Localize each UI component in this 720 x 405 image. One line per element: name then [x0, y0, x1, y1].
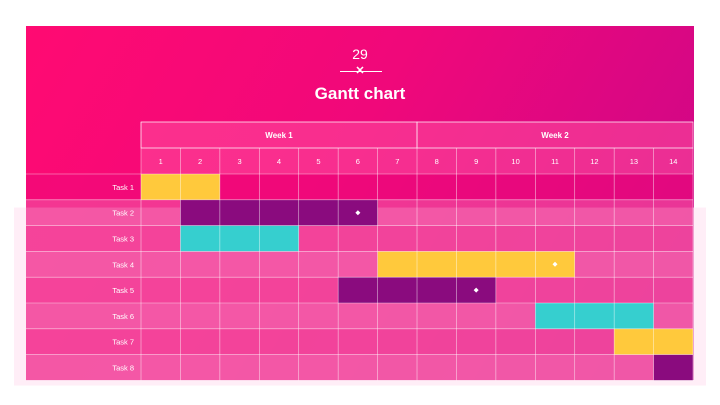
- day-label: 7: [395, 157, 399, 166]
- day-label: 4: [277, 157, 281, 166]
- milestone-marker: [355, 210, 361, 216]
- day-label: 1: [159, 157, 163, 166]
- day-label: 6: [356, 157, 360, 166]
- day-label: 14: [669, 157, 677, 166]
- day-label: 2: [198, 157, 202, 166]
- day-label: 5: [316, 157, 320, 166]
- task-label: Task 5: [112, 286, 134, 295]
- milestone-marker: [473, 287, 479, 293]
- week-label: Week 2: [541, 131, 569, 140]
- task-row: [26, 328, 694, 355]
- day-label: 11: [551, 157, 559, 166]
- task-label: Task 6: [112, 312, 134, 321]
- task-label: Task 1: [112, 183, 134, 192]
- week-label: Week 1: [265, 131, 293, 140]
- task-row: [26, 225, 694, 252]
- task-bar: [180, 199, 378, 226]
- task-bar: [180, 225, 299, 252]
- day-label: 13: [630, 157, 638, 166]
- day-label: 3: [237, 157, 241, 166]
- task-label: Task 7: [112, 338, 134, 347]
- slide-number: 29: [352, 46, 368, 62]
- task-bar: [377, 251, 575, 278]
- day-label: 10: [511, 157, 519, 166]
- day-label: 9: [474, 157, 478, 166]
- task-label: Task 8: [112, 363, 134, 372]
- chart-title: Gantt chart: [314, 84, 406, 103]
- task-label: Task 2: [112, 209, 134, 218]
- title-divider: [340, 71, 382, 72]
- task-bar: [653, 354, 694, 381]
- day-label: 12: [590, 157, 598, 166]
- milestone-marker: [552, 261, 558, 267]
- task-row: [26, 174, 694, 200]
- task-label: Task 4: [112, 260, 134, 269]
- day-label: 8: [435, 157, 439, 166]
- task-label: Task 3: [112, 234, 134, 243]
- task-bar: [535, 303, 654, 329]
- task-row: [26, 251, 694, 278]
- task-row: [26, 354, 694, 381]
- close-x-icon: ✕: [355, 65, 365, 77]
